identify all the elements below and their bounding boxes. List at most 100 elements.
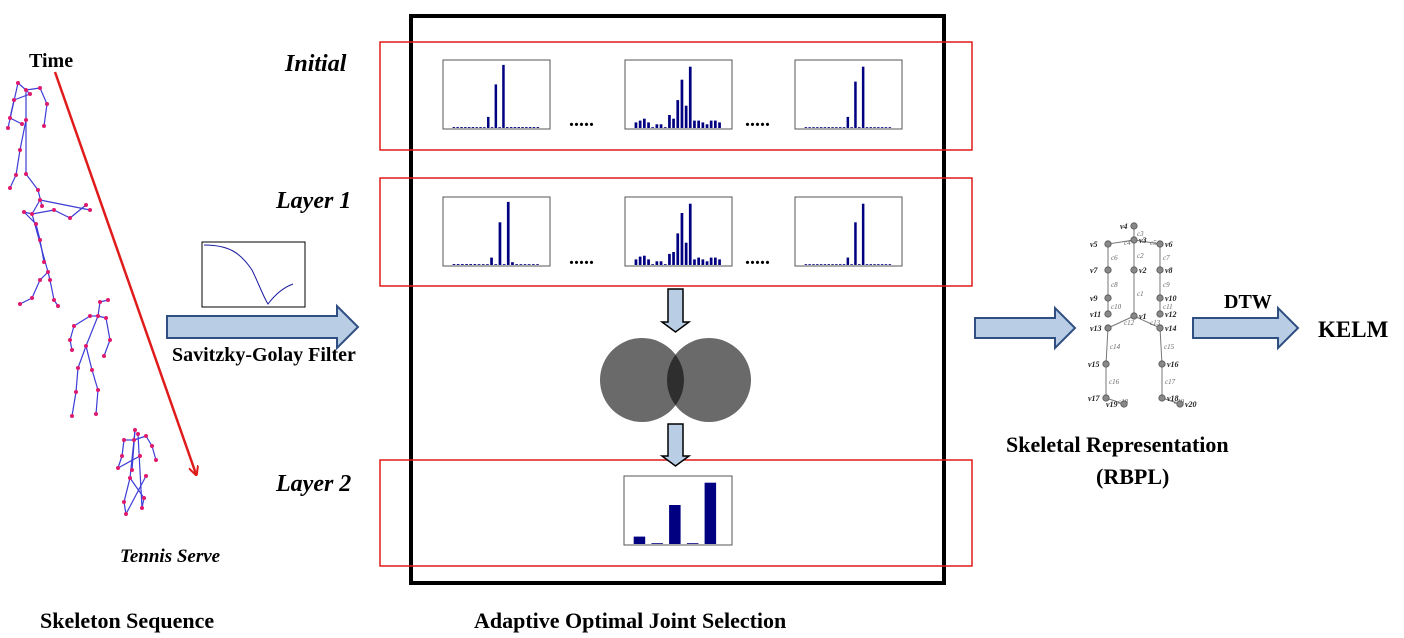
skeleton-joint — [70, 348, 74, 352]
skeleton-joint — [45, 102, 49, 106]
graph-joint — [1156, 240, 1164, 248]
histogram-initial-1 — [442, 59, 551, 130]
histogram-bar — [502, 64, 505, 128]
skeleton-bone — [125, 475, 147, 515]
histogram-bar — [869, 264, 872, 265]
graph-joint — [1156, 294, 1164, 302]
skeleton-joint — [68, 216, 72, 220]
skeleton-joint — [52, 208, 56, 212]
histogram-bar — [465, 264, 468, 265]
histogram-bar — [804, 127, 808, 128]
histogram-bar — [651, 127, 654, 128]
histogram-bar — [861, 66, 865, 128]
histogram-bar — [536, 127, 540, 128]
row-label-layer1: Layer 1 — [276, 188, 352, 214]
skeleton-bone — [39, 199, 91, 211]
skeleton-bone — [73, 315, 91, 327]
graph-joint-label: v16 — [1167, 360, 1179, 369]
skeleton-bone — [137, 433, 143, 509]
histogram-bar — [854, 81, 857, 128]
graph-joint-label: v5 — [1090, 240, 1098, 249]
graph-edge-label: c2 — [1137, 252, 1144, 260]
histogram-bar — [532, 264, 535, 265]
skeleton-bone — [123, 501, 127, 515]
histogram-bar — [663, 127, 667, 128]
skeleton-joint — [8, 116, 12, 120]
histogram-bar — [669, 505, 681, 544]
histogram-bar — [880, 127, 884, 128]
skeleton-joint — [38, 238, 42, 242]
skeleton-joint — [20, 122, 24, 126]
histogram-bar — [684, 242, 688, 265]
graph-joint-label: v8 — [1165, 266, 1173, 275]
layer1-row-box — [379, 177, 973, 287]
initial-row-box — [379, 41, 973, 151]
skeleton-bone — [95, 389, 99, 415]
skeleton-bone — [25, 173, 39, 191]
graph-joint-label: v7 — [1090, 266, 1099, 275]
histogram-bar — [511, 262, 514, 265]
filter-plot-frame — [201, 241, 306, 308]
graph-edge — [1133, 315, 1161, 329]
skeleton-joint — [48, 278, 52, 282]
histogram-bar — [865, 264, 869, 265]
histogram-bar — [528, 127, 532, 128]
histogram-bar — [888, 127, 892, 128]
histogram-bar — [688, 203, 692, 265]
graph-edge — [1105, 327, 1109, 365]
skeleton-joint — [96, 314, 100, 318]
histogram-bar — [452, 264, 456, 265]
skeleton-joint — [24, 118, 28, 122]
graph-joint — [1102, 394, 1110, 402]
skeleton-joint — [30, 296, 34, 300]
graph-edge-label: c6 — [1111, 254, 1118, 262]
skeleton-figure — [116, 428, 158, 516]
histogram-bar — [672, 252, 675, 265]
histogram-bar — [655, 261, 659, 265]
histogram-bar — [464, 127, 467, 128]
skeleton-joint — [38, 278, 42, 282]
graph-edge-label: c10 — [1111, 303, 1122, 311]
skeleton-joint — [18, 302, 22, 306]
graph-joint-label: v6 — [1165, 240, 1173, 249]
histogram-bar — [486, 264, 489, 265]
histogram-bar — [835, 264, 838, 265]
skeleton-bone — [69, 204, 87, 219]
histogram-bar — [714, 120, 717, 128]
histogram-bar — [668, 115, 671, 128]
skeleton-joint — [6, 126, 10, 130]
representation-arrow — [974, 305, 1077, 351]
skeleton-bone — [75, 367, 79, 393]
skeleton-bone — [123, 477, 131, 503]
graph-edge-label: c12 — [1124, 319, 1135, 327]
histogram-bar — [693, 259, 696, 265]
histogram-bar — [477, 264, 481, 265]
graph-joint-label: v2 — [1139, 266, 1147, 275]
histogram-bar — [846, 116, 850, 128]
skeleton-joint — [140, 506, 144, 510]
graph-joint-label: v18 — [1167, 394, 1179, 403]
representation-caption-line1: Skeletal Representation — [1006, 432, 1229, 457]
skeleton-bone — [69, 325, 75, 341]
histogram-bar — [461, 264, 464, 265]
histogram-bar — [839, 264, 842, 265]
histogram-bar — [701, 122, 705, 128]
histogram-bar — [869, 127, 872, 128]
histogram-bar — [536, 264, 539, 265]
histogram-initial-2 — [624, 59, 733, 130]
skeleton-joint — [120, 454, 124, 458]
histogram-bar — [498, 127, 501, 128]
skeleton-bone — [31, 199, 41, 215]
histogram-bar — [659, 124, 663, 128]
skeleton-joint — [133, 428, 137, 432]
histogram-bar — [823, 127, 827, 128]
histogram-bar — [816, 127, 819, 128]
histogram-bar — [861, 203, 865, 265]
skeleton-bone — [49, 279, 55, 301]
histogram-bar — [877, 264, 880, 265]
graph-joint-label: v13 — [1090, 324, 1102, 333]
skeleton-bone — [85, 345, 93, 371]
skeleton-joint — [150, 444, 154, 448]
histogram-bar — [490, 127, 494, 128]
histogram-bar — [697, 257, 700, 265]
